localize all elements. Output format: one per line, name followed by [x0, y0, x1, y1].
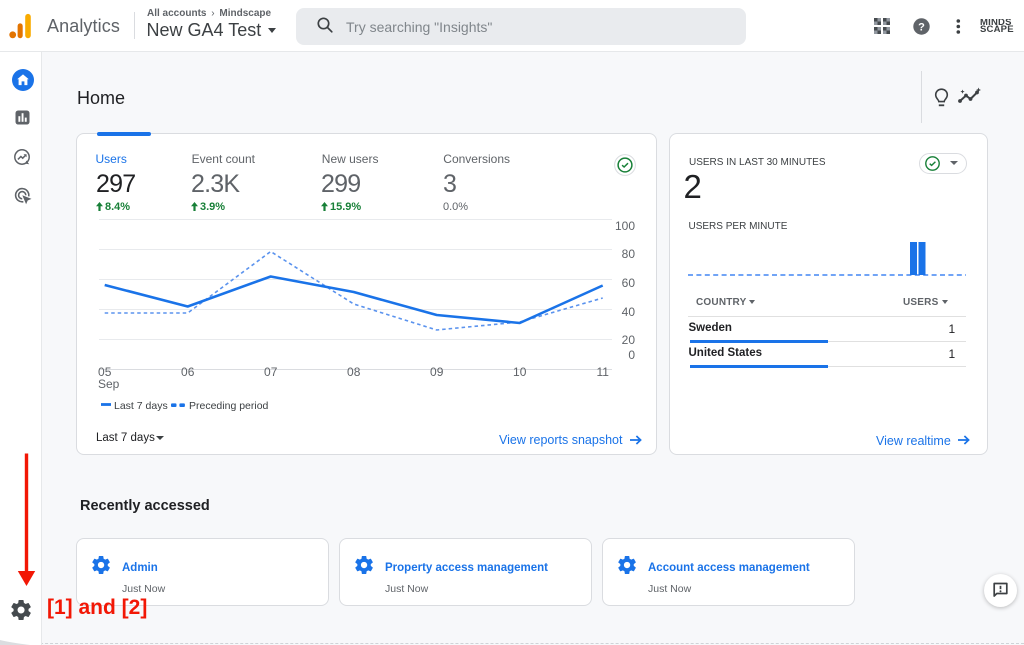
svg-text:Sep: Sep — [98, 377, 120, 391]
svg-text:40: 40 — [622, 305, 636, 319]
svg-text:09: 09 — [430, 365, 444, 379]
svg-text:07: 07 — [264, 365, 278, 379]
svg-text:?: ? — [918, 22, 925, 34]
svg-text:60: 60 — [622, 276, 636, 290]
svg-text:100: 100 — [615, 219, 635, 233]
svg-text:05: 05 — [98, 365, 112, 379]
svg-text:10: 10 — [513, 365, 527, 379]
svg-text:80: 80 — [622, 247, 636, 261]
svg-text:06: 06 — [181, 365, 195, 379]
svg-text:20: 20 — [622, 333, 636, 347]
svg-text:11: 11 — [596, 365, 609, 379]
svg-text:0: 0 — [628, 348, 635, 362]
svg-text:08: 08 — [347, 365, 361, 379]
